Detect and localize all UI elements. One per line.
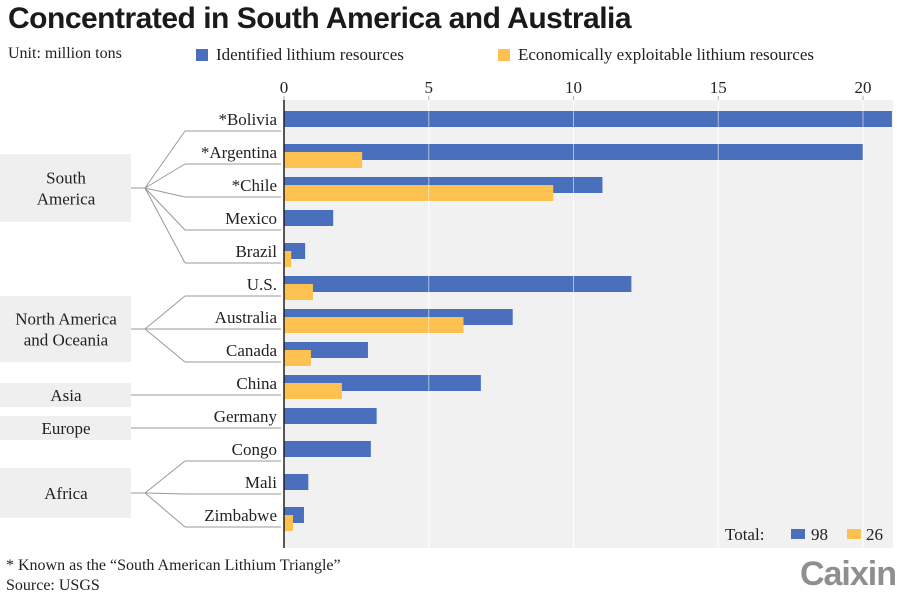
bar-exploitable: [284, 317, 464, 333]
x-tick-label: 0: [280, 78, 289, 97]
category-label: Germany: [214, 407, 278, 426]
region-box: [0, 383, 131, 407]
bar-exploitable: [284, 350, 311, 366]
footnote-source: Source: USGS: [6, 577, 100, 594]
totals-label: Total:: [725, 525, 764, 544]
category-label: Mexico: [225, 209, 277, 228]
category-label: Zimbabwe: [204, 506, 277, 525]
region-box: [0, 468, 131, 518]
x-tick-label: 15: [710, 78, 727, 97]
region-branch: [144, 187, 186, 264]
region-label: North America: [15, 310, 117, 329]
region-label: Africa: [44, 484, 88, 503]
unit-label: Unit: million tons: [8, 45, 122, 62]
legend-swatch-identified: [196, 49, 208, 61]
bar-exploitable: [284, 515, 293, 531]
caixin-logo: Caixin: [799, 555, 897, 593]
bar-identified: [284, 111, 892, 127]
region-box: [0, 416, 131, 440]
legend-exploitable: Economically exploitable lithium resourc…: [498, 45, 814, 65]
bar-exploitable: [284, 284, 313, 300]
x-tick-label: 20: [855, 78, 872, 97]
region-label: America: [37, 190, 96, 209]
totals-identified-value: 98: [811, 525, 828, 544]
region-label: Asia: [50, 386, 82, 405]
x-tick-label: 5: [425, 78, 434, 97]
category-label: Brazil: [235, 242, 277, 261]
category-label: Australia: [215, 308, 278, 327]
category-label: U.S.: [247, 275, 277, 294]
region-branch: [144, 163, 186, 189]
category-label: *Chile: [232, 176, 277, 195]
legend-identified: Identified lithium resources: [196, 45, 404, 65]
category-label: Canada: [226, 341, 277, 360]
totals-exploitable-value: 26: [866, 525, 883, 544]
region-branch: [144, 492, 186, 528]
legend-label-identified: Identified lithium resources: [216, 45, 404, 64]
region-branch: [144, 460, 186, 494]
bar-identified: [284, 474, 309, 490]
category-label: Mali: [245, 473, 277, 492]
totals-swatch-exploitable: [847, 529, 861, 539]
category-label: Congo: [232, 440, 277, 459]
footnote: * Known as the “South American Lithium T…: [6, 556, 341, 596]
region-branch: [144, 130, 186, 189]
bar-exploitable: [284, 185, 554, 201]
category-label: *Argentina: [201, 143, 278, 162]
bar-exploitable: [284, 383, 342, 399]
bar-exploitable: [284, 251, 292, 267]
region-label: Europe: [41, 419, 90, 438]
category-label: China: [236, 374, 277, 393]
region-label: South: [46, 169, 86, 188]
bar-exploitable: [284, 152, 363, 168]
legend-label-exploitable: Economically exploitable lithium resourc…: [518, 45, 814, 64]
category-label: *Bolivia: [218, 110, 277, 129]
region-label: and Oceania: [24, 331, 109, 350]
bar-identified: [284, 210, 334, 226]
chart-title: Concentrated in South America and Austra…: [8, 2, 632, 35]
region-branch: [144, 187, 186, 231]
legend-swatch-exploitable: [498, 49, 510, 61]
region-branch: [144, 328, 186, 363]
footnote-note: * Known as the “South American Lithium T…: [6, 557, 341, 574]
bar-identified: [284, 441, 371, 457]
region-box: [0, 154, 131, 222]
region-box: [0, 296, 131, 362]
region-branch: [144, 295, 186, 330]
x-tick-label: 10: [565, 78, 582, 97]
bar-identified: [284, 408, 377, 424]
region-branch: [144, 187, 186, 198]
totals-swatch-identified: [791, 529, 805, 539]
bar-identified: [284, 276, 632, 292]
region-branch: [144, 492, 186, 495]
